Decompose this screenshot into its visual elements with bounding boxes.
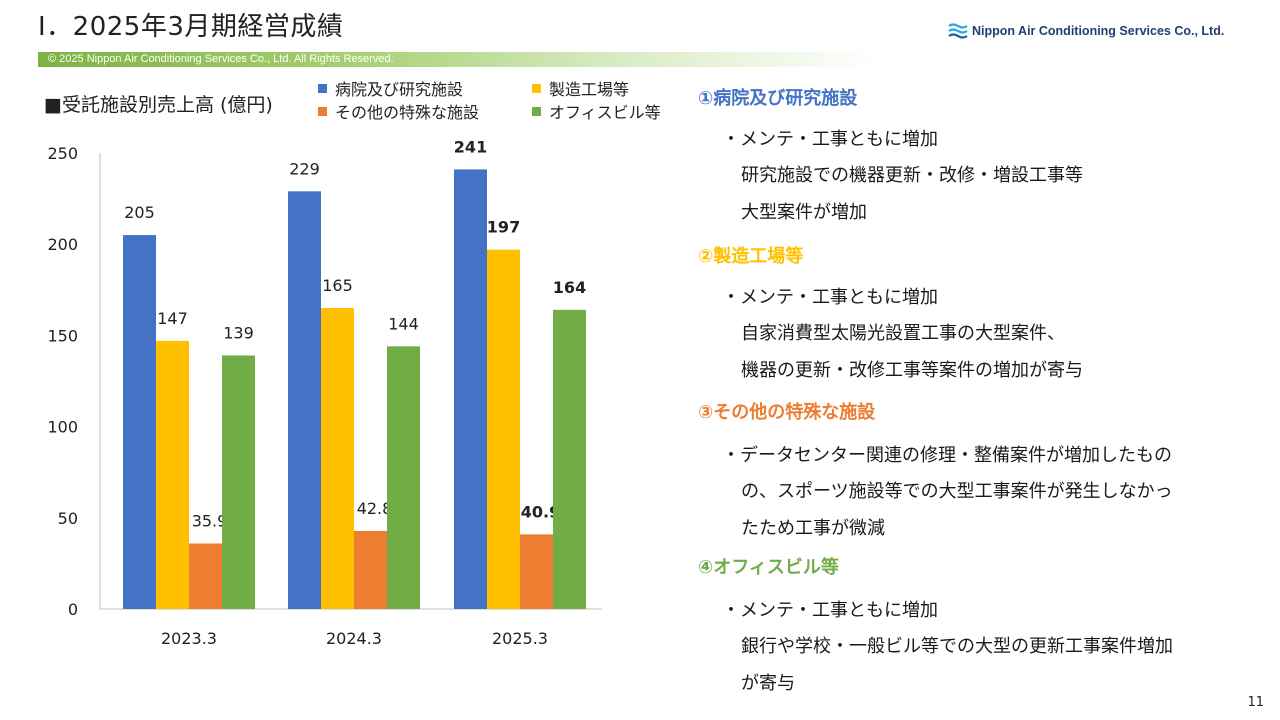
section-title-special: ③その他の特殊な施設 — [698, 402, 876, 423]
section-line: 研究施設での機器更新・改修・増設工事等 — [741, 165, 1083, 186]
bar — [387, 346, 420, 609]
legend-swatch-factory — [532, 83, 541, 93]
section-title-office: ④オフィスビル等 — [698, 557, 839, 578]
legend-item-factory: 製造工場等 — [532, 76, 629, 100]
bar — [288, 191, 321, 609]
section-line: ・メンテ・工事ともに増加 — [722, 600, 938, 621]
bar — [454, 169, 487, 609]
copyright-text: © 2025 Nippon Air Conditioning Services … — [48, 53, 394, 65]
data-label: 35.9 — [192, 512, 228, 531]
section-title-factory: ②製造工場等 — [698, 246, 804, 267]
section-line: 自家消費型太陽光設置工事の大型案件、 — [741, 323, 1065, 344]
bar — [222, 355, 255, 609]
bar — [553, 309, 586, 609]
y-tick-label: 200 — [47, 235, 78, 254]
section-line: の、スポーツ施設等での大型工事案件が発生しなかっ — [741, 481, 1173, 502]
company-logo: Nippon Air Conditioning Services Co., Lt… — [948, 18, 1224, 44]
bar — [189, 543, 222, 609]
section-line: ・メンテ・工事ともに増加 — [722, 287, 938, 308]
legend-label-hospital: 病院及び研究施設 — [335, 80, 464, 99]
bar-chart: 0 50 100 150 200 250 205 147 35.9 139 2023.3 229 165… — [47, 137, 602, 648]
bar — [321, 308, 354, 609]
legend-label-office: オフィスビル等 — [549, 103, 661, 122]
chart-title: ■受託施設別売上高 (億円) — [44, 94, 273, 116]
y-tick-label: 250 — [47, 144, 78, 163]
x-tick-label: 2023.3 — [161, 629, 217, 648]
chart-legend: 病院及び研究施設 製造工場等 その他の特殊な施設 オフィスビル等 — [318, 76, 718, 124]
section-line: が寄与 — [741, 673, 795, 694]
data-label: 165 — [322, 276, 353, 295]
section-line: 機器の更新・改修工事等案件の増加が寄与 — [741, 360, 1083, 381]
legend-item-office: オフィスビル等 — [532, 99, 661, 123]
data-label: 144 — [388, 314, 419, 333]
y-tick-label: 100 — [47, 418, 78, 437]
page-number: 11 — [1247, 695, 1264, 710]
legend-label-factory: 製造工場等 — [549, 80, 630, 99]
y-tick-label: 150 — [47, 326, 78, 345]
x-tick-label: 2025.3 — [492, 629, 548, 648]
data-label: 139 — [223, 323, 254, 342]
bar — [156, 340, 189, 609]
bar — [487, 249, 520, 609]
bar — [354, 530, 387, 609]
section-line: ・データセンター関連の修理・整備案件が増加したもの — [722, 445, 1172, 466]
copyright-bar: © 2025 Nippon Air Conditioning Services … — [38, 52, 878, 67]
legend-swatch-hospital — [318, 83, 327, 93]
data-label: 229 — [289, 159, 320, 178]
data-label: 147 — [157, 309, 188, 328]
data-label: 241 — [454, 137, 487, 156]
bar — [123, 235, 156, 609]
page-title: Ⅰ．2025年3月期経営成績 — [38, 12, 344, 42]
data-label: 40.9 — [521, 502, 560, 521]
logo-text: Nippon Air Conditioning Services Co., Lt… — [972, 24, 1225, 38]
data-label: 197 — [487, 218, 520, 237]
x-tick-label: 2024.3 — [326, 629, 382, 648]
data-label: 205 — [124, 203, 155, 222]
bar — [520, 534, 553, 609]
section-line: ・メンテ・工事ともに増加 — [722, 129, 938, 150]
y-tick-label: 0 — [68, 600, 78, 619]
waves-icon — [948, 23, 968, 39]
section-line: 大型案件が増加 — [741, 202, 867, 223]
section-line: 銀行や学校・一般ビル等での大型の更新工事案件増加 — [741, 636, 1173, 657]
y-tick-label: 50 — [58, 509, 78, 528]
legend-swatch-special — [318, 106, 327, 116]
legend-swatch-office — [532, 106, 541, 116]
legend-item-special: その他の特殊な施設 — [318, 99, 479, 123]
section-title-hospital: ①病院及び研究施設 — [698, 88, 858, 109]
data-label: 164 — [553, 278, 586, 297]
legend-label-special: その他の特殊な施設 — [335, 103, 480, 122]
legend-item-hospital: 病院及び研究施設 — [318, 76, 463, 100]
data-label: 42.8 — [357, 499, 393, 518]
section-line: たため工事が微減 — [741, 518, 885, 539]
